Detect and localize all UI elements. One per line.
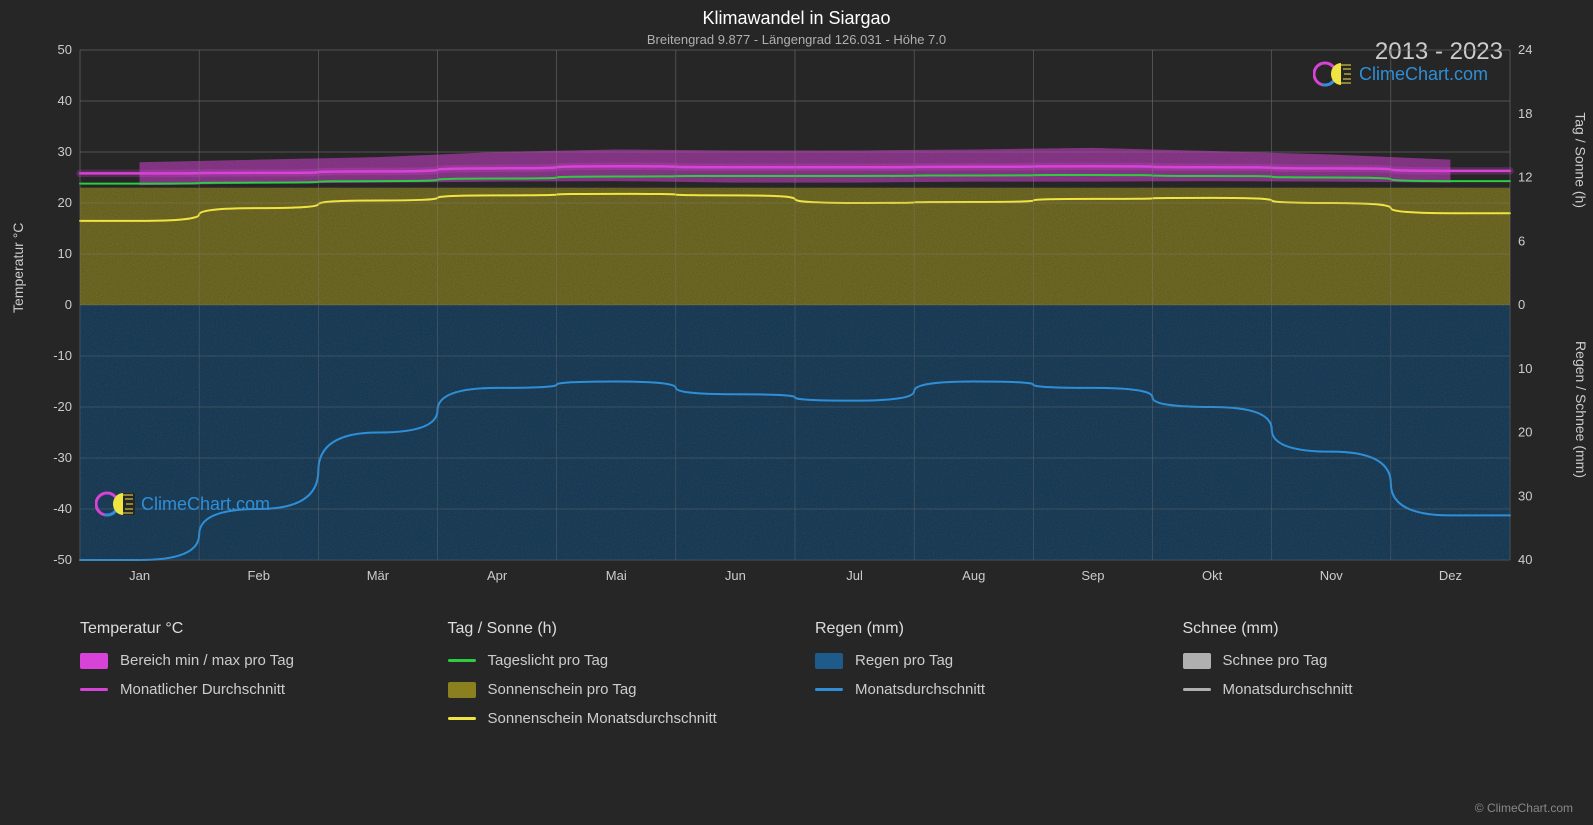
svg-text:30: 30 [1518, 488, 1532, 503]
svg-text:Jul: Jul [846, 568, 863, 583]
y-axis-left-label: Temperatur °C [10, 223, 26, 313]
svg-text:10: 10 [58, 246, 72, 261]
legend: Temperatur °C Bereich min / max pro Tag Mo… [80, 620, 1510, 739]
svg-text:40: 40 [58, 93, 72, 108]
svg-text:-10: -10 [53, 348, 72, 363]
svg-text:0: 0 [1518, 297, 1525, 312]
legend-label: Sonnenschein Monatsdurchschnitt [488, 710, 717, 727]
svg-text:Okt: Okt [1202, 568, 1223, 583]
legend-item: Tageslicht pro Tag [448, 652, 776, 669]
svg-text:-40: -40 [53, 501, 72, 516]
legend-item: Sonnenschein pro Tag [448, 681, 776, 698]
svg-text:24: 24 [1518, 42, 1532, 57]
svg-text:Aug: Aug [962, 568, 985, 583]
y-axis-right-top-label: Tag / Sonne (h) [1573, 112, 1589, 208]
legend-header: Schnee (mm) [1183, 620, 1511, 638]
logo-text: ClimeChart.com [1359, 64, 1488, 85]
svg-text:30: 30 [58, 144, 72, 159]
legend-label: Tageslicht pro Tag [488, 652, 609, 669]
legend-line-icon [448, 659, 476, 662]
climate-chart-svg: 50403020100-10-20-30-40-5024181260102030… [80, 50, 1510, 560]
svg-text:6: 6 [1518, 233, 1525, 248]
svg-text:Jan: Jan [129, 568, 150, 583]
svg-text:-50: -50 [53, 552, 72, 567]
svg-text:-30: -30 [53, 450, 72, 465]
legend-item: Monatsdurchschnitt [1183, 681, 1511, 698]
svg-text:10: 10 [1518, 361, 1532, 376]
legend-label: Monatlicher Durchschnitt [120, 681, 285, 698]
legend-header: Tag / Sonne (h) [448, 620, 776, 638]
logo-icon [1313, 60, 1353, 88]
chart-plot-area: 50403020100-10-20-30-40-5024181260102030… [80, 50, 1510, 560]
legend-column: Regen (mm) Regen pro Tag Monatsdurchschnit… [815, 620, 1143, 739]
legend-item: Regen pro Tag [815, 652, 1143, 669]
y-axis-right-bottom-label: Regen / Schnee (mm) [1573, 341, 1589, 478]
legend-swatch [1183, 653, 1211, 669]
legend-item: Monatsdurchschnitt [815, 681, 1143, 698]
svg-text:50: 50 [58, 42, 72, 57]
svg-text:40: 40 [1518, 552, 1532, 567]
legend-column: Temperatur °C Bereich min / max pro Tag Mo… [80, 620, 408, 739]
legend-swatch [80, 653, 108, 669]
chart-title: Klimawandel in Siargao [702, 8, 890, 29]
svg-text:Mai: Mai [606, 568, 627, 583]
svg-text:20: 20 [1518, 425, 1532, 440]
legend-line-icon [80, 688, 108, 691]
legend-item: Sonnenschein Monatsdurchschnitt [448, 710, 776, 727]
legend-swatch [448, 682, 476, 698]
legend-label: Bereich min / max pro Tag [120, 652, 294, 669]
legend-label: Sonnenschein pro Tag [488, 681, 637, 698]
legend-label: Monatsdurchschnitt [1223, 681, 1353, 698]
svg-text:-20: -20 [53, 399, 72, 414]
legend-header: Temperatur °C [80, 620, 408, 638]
legend-label: Regen pro Tag [855, 652, 953, 669]
copyright: © ClimeChart.com [1475, 801, 1573, 815]
svg-text:Nov: Nov [1320, 568, 1344, 583]
legend-line-icon [1183, 688, 1211, 691]
legend-item: Bereich min / max pro Tag [80, 652, 408, 669]
svg-text:Apr: Apr [487, 568, 508, 583]
legend-column: Schnee (mm) Schnee pro Tag Monatsdurchschn… [1183, 620, 1511, 739]
svg-text:Jun: Jun [725, 568, 746, 583]
svg-text:Feb: Feb [248, 568, 270, 583]
legend-line-icon [815, 688, 843, 691]
svg-text:Sep: Sep [1081, 568, 1104, 583]
logo-top: ClimeChart.com [1313, 60, 1488, 88]
legend-header: Regen (mm) [815, 620, 1143, 638]
svg-text:20: 20 [58, 195, 72, 210]
legend-item: Monatlicher Durchschnitt [80, 681, 408, 698]
legend-column: Tag / Sonne (h) Tageslicht pro Tag Sonnens… [448, 620, 776, 739]
svg-text:18: 18 [1518, 106, 1532, 121]
chart-subtitle: Breitengrad 9.877 - Längengrad 126.031 -… [647, 32, 946, 47]
legend-label: Monatsdurchschnitt [855, 681, 985, 698]
legend-label: Schnee pro Tag [1223, 652, 1328, 669]
legend-swatch [815, 653, 843, 669]
svg-text:12: 12 [1518, 170, 1532, 185]
logo-icon [95, 490, 135, 518]
legend-line-icon [448, 717, 476, 720]
svg-text:0: 0 [65, 297, 72, 312]
svg-text:Dez: Dez [1439, 568, 1462, 583]
svg-text:Mär: Mär [367, 568, 390, 583]
logo-text: ClimeChart.com [141, 494, 270, 515]
legend-item: Schnee pro Tag [1183, 652, 1511, 669]
logo-bottom: ClimeChart.com [95, 490, 270, 518]
